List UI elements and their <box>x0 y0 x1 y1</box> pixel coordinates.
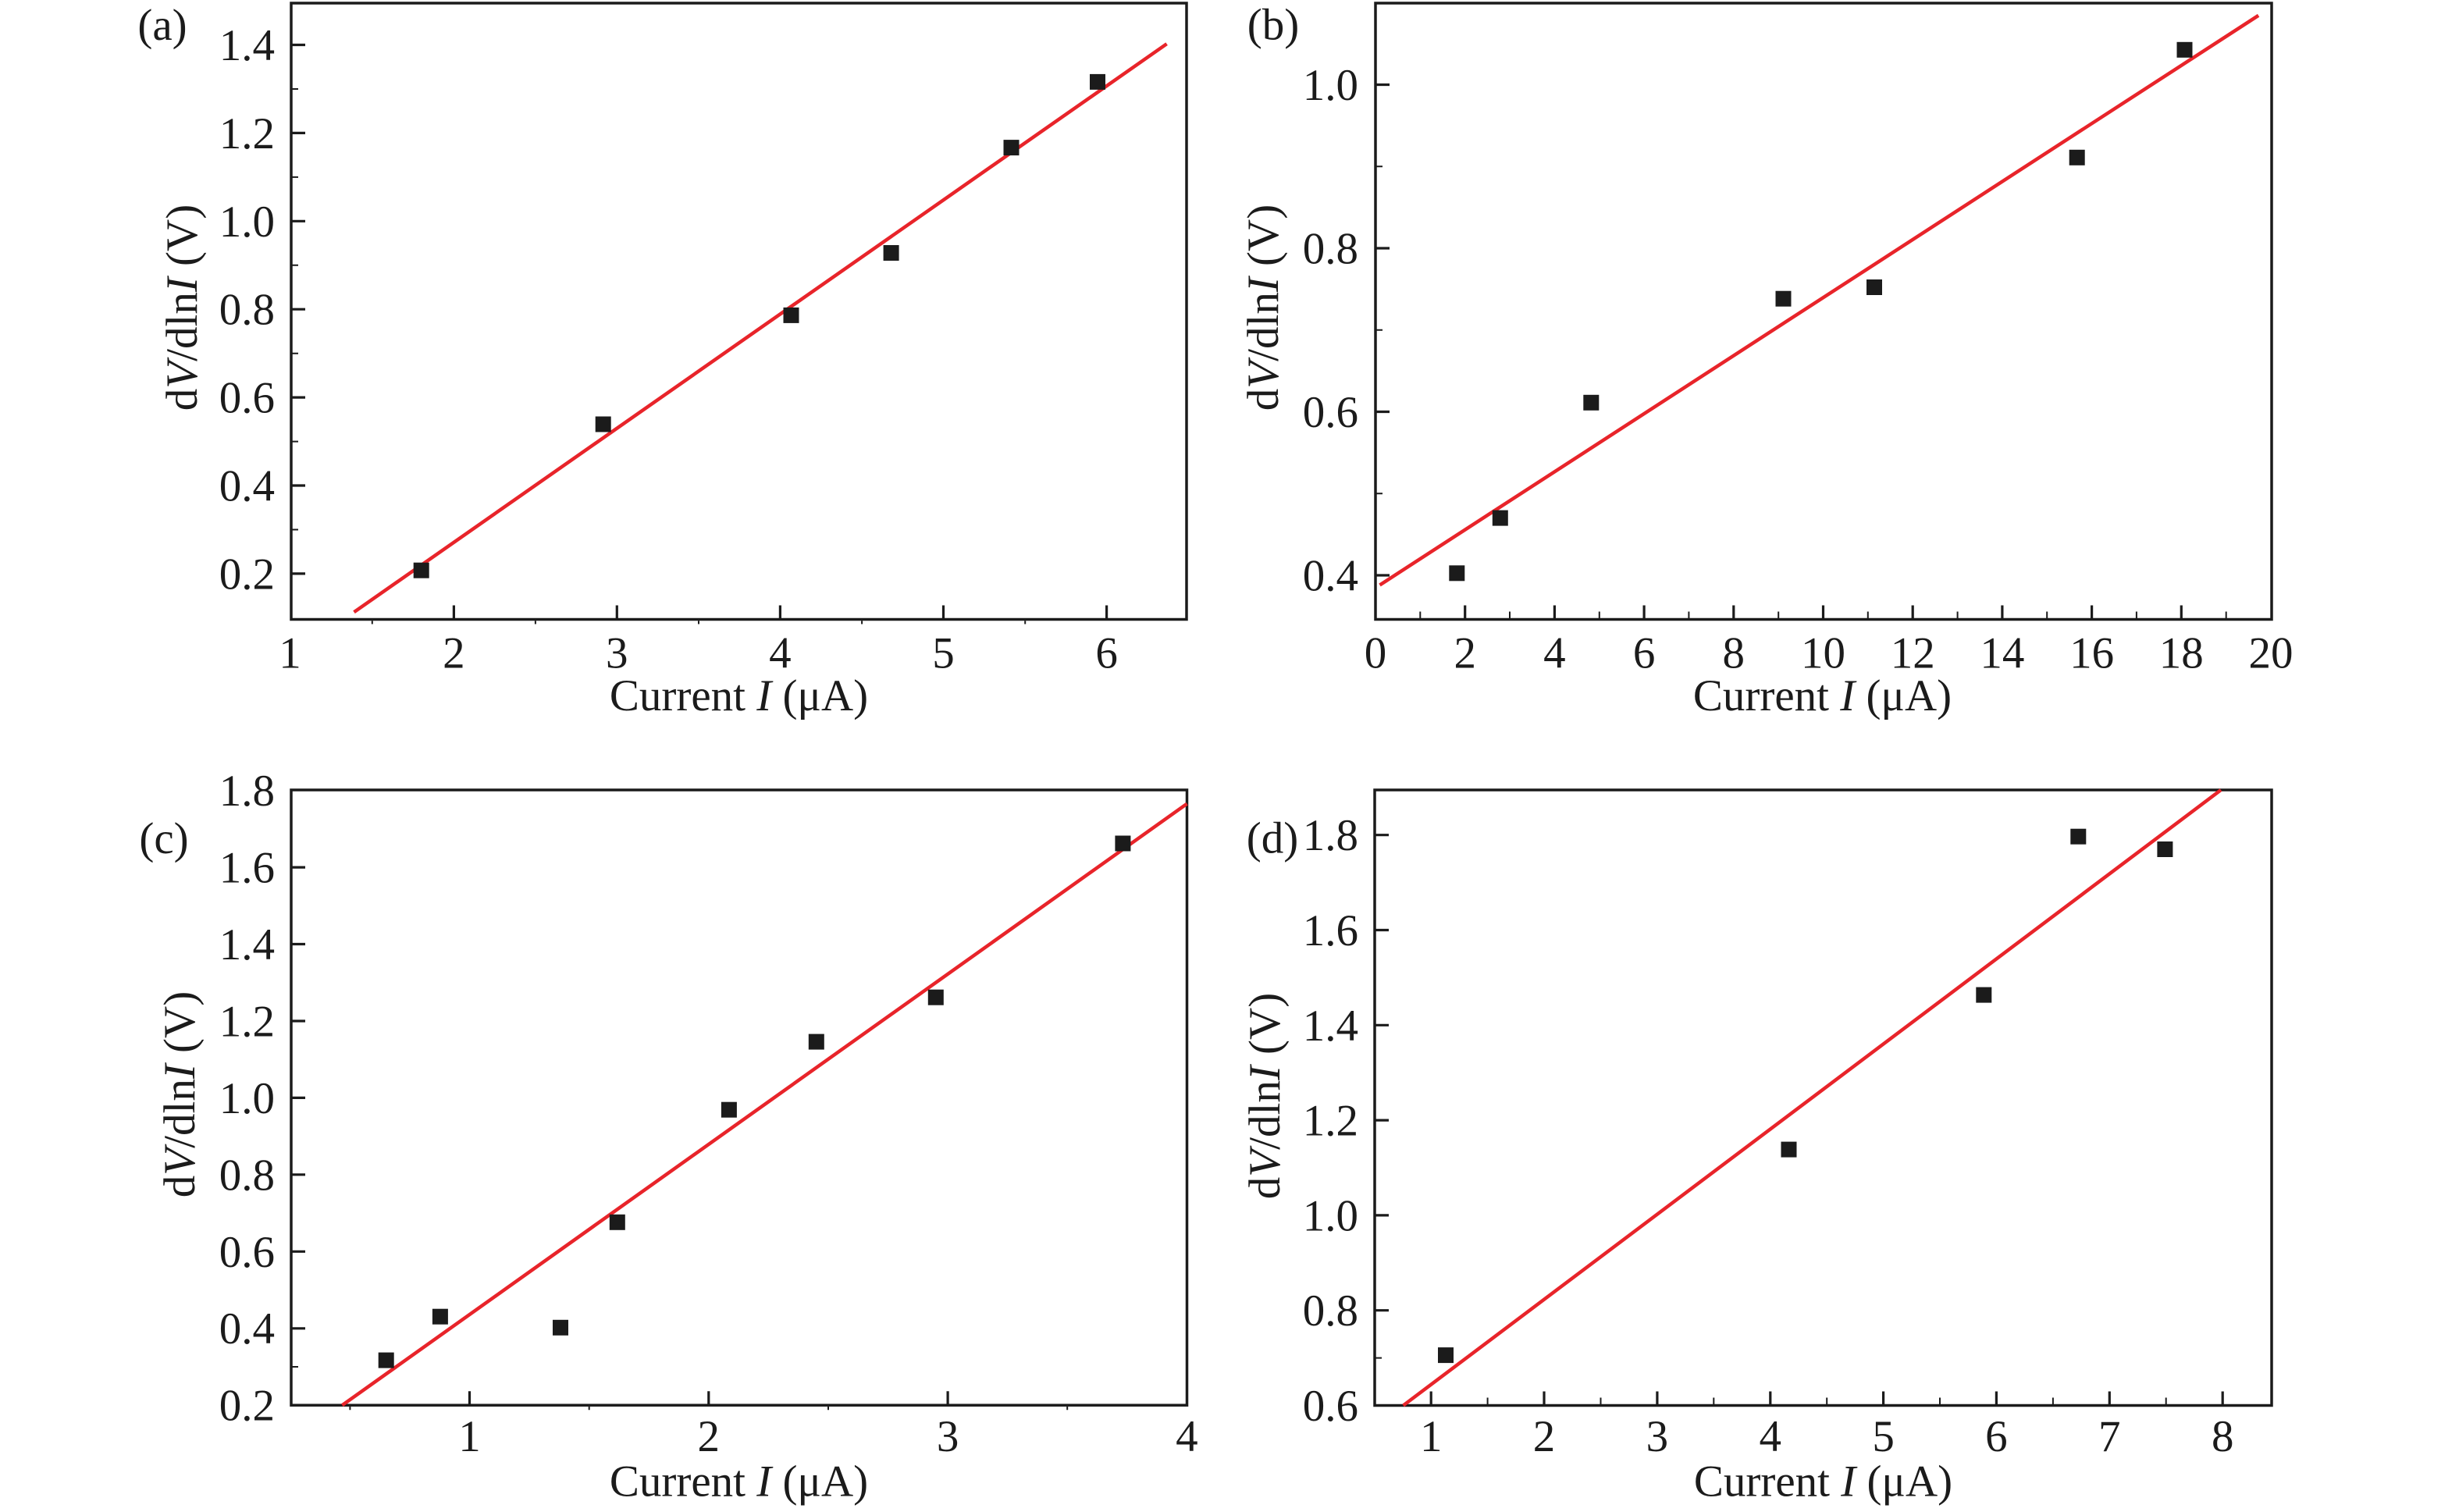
svg-text:2: 2 <box>443 629 465 678</box>
svg-text:(a): (a) <box>137 1 187 50</box>
svg-text:0.8: 0.8 <box>1303 225 1358 274</box>
svg-text:18: 18 <box>2159 629 2204 678</box>
svg-text:5: 5 <box>932 629 955 678</box>
svg-text:1.0: 1.0 <box>219 1074 275 1123</box>
svg-text:Current I (μA): Current I (μA) <box>610 671 868 720</box>
svg-text:Current I (μA): Current I (μA) <box>610 1457 868 1507</box>
svg-text:1.0: 1.0 <box>219 197 275 247</box>
svg-text:1.0: 1.0 <box>1303 61 1358 110</box>
svg-text:1.2: 1.2 <box>219 109 275 158</box>
svg-text:0.4: 0.4 <box>1303 552 1358 601</box>
svg-text:dV/dlnI (V): dV/dlnI (V) <box>158 205 207 411</box>
svg-text:20: 20 <box>2249 629 2294 678</box>
svg-text:0.2: 0.2 <box>219 1382 275 1431</box>
svg-text:0.8: 0.8 <box>219 1151 275 1200</box>
svg-text:12: 12 <box>1891 629 1935 678</box>
svg-text:0.8: 0.8 <box>219 286 275 335</box>
svg-text:0.4: 0.4 <box>219 462 275 511</box>
svg-text:dV/dlnI (V): dV/dlnI (V) <box>155 991 205 1197</box>
svg-text:1.6: 1.6 <box>1303 906 1358 955</box>
svg-text:(d): (d) <box>1247 814 1298 863</box>
svg-text:0.6: 0.6 <box>219 374 275 423</box>
svg-text:1.4: 1.4 <box>219 920 275 969</box>
svg-text:10: 10 <box>1801 629 1845 678</box>
svg-text:2: 2 <box>698 1412 721 1461</box>
svg-text:1.8: 1.8 <box>1303 811 1358 860</box>
svg-text:1.0: 1.0 <box>1303 1191 1358 1240</box>
svg-text:0.8: 0.8 <box>1303 1286 1358 1336</box>
svg-text:0.6: 0.6 <box>1303 388 1358 437</box>
svg-text:3: 3 <box>937 1412 959 1461</box>
svg-text:dV/dlnI (V): dV/dlnI (V) <box>1240 993 1290 1199</box>
svg-text:1: 1 <box>1420 1412 1443 1461</box>
svg-text:4: 4 <box>1543 629 1566 678</box>
svg-text:1: 1 <box>458 1412 481 1461</box>
svg-text:0.4: 0.4 <box>219 1304 275 1354</box>
svg-text:16: 16 <box>2069 629 2114 678</box>
svg-text:1: 1 <box>279 629 301 678</box>
svg-text:1.6: 1.6 <box>219 844 275 893</box>
svg-text:2: 2 <box>1533 1412 1556 1461</box>
svg-text:7: 7 <box>2098 1412 2121 1461</box>
svg-text:1.2: 1.2 <box>1303 1097 1358 1146</box>
svg-text:0.6: 0.6 <box>219 1228 275 1277</box>
svg-text:0.6: 0.6 <box>1303 1382 1358 1431</box>
svg-text:1.8: 1.8 <box>219 767 275 816</box>
svg-text:14: 14 <box>1980 629 2024 678</box>
svg-text:3: 3 <box>606 629 628 678</box>
svg-text:(b): (b) <box>1247 1 1299 50</box>
svg-text:6: 6 <box>1633 629 1656 678</box>
svg-text:4: 4 <box>1176 1412 1198 1461</box>
svg-text:4: 4 <box>769 629 792 678</box>
svg-text:Current I (μA): Current I (μA) <box>1693 671 1952 720</box>
svg-text:1.2: 1.2 <box>219 998 275 1047</box>
svg-text:6: 6 <box>1095 629 1118 678</box>
svg-text:Current I (μA): Current I (μA) <box>1694 1457 1952 1507</box>
svg-text:1.4: 1.4 <box>219 21 275 70</box>
svg-text:8: 8 <box>2212 1412 2234 1461</box>
svg-text:dV/dlnI (V): dV/dlnI (V) <box>1239 205 1288 411</box>
svg-text:3: 3 <box>1646 1412 1669 1461</box>
svg-text:5: 5 <box>1872 1412 1895 1461</box>
svg-text:4: 4 <box>1760 1412 1782 1461</box>
svg-text:0: 0 <box>1365 629 1387 678</box>
svg-text:2: 2 <box>1454 629 1476 678</box>
svg-text:6: 6 <box>1985 1412 2008 1461</box>
svg-text:(c): (c) <box>139 814 188 863</box>
svg-text:0.2: 0.2 <box>219 550 275 599</box>
svg-text:8: 8 <box>1723 629 1745 678</box>
svg-text:1.4: 1.4 <box>1303 1001 1358 1051</box>
